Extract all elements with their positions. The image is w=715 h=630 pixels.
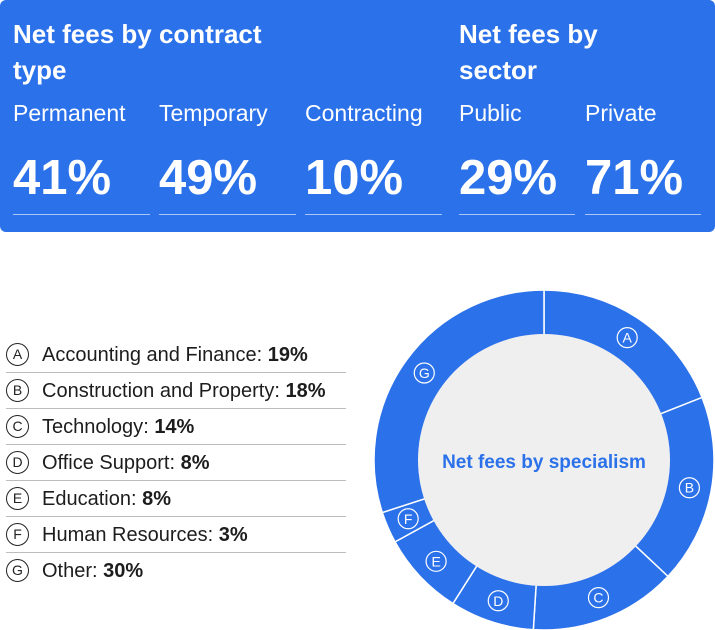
stat-value: 49% <box>159 151 258 205</box>
stat-value: 10% <box>305 151 404 205</box>
specialism-legend: A Accounting and Finance: 19% B Construc… <box>6 338 346 589</box>
legend-label: Construction and Property <box>42 380 275 402</box>
legend-label: Education <box>42 488 131 510</box>
legend-item: D Office Support: 8% <box>6 446 346 481</box>
slice-marker-ring <box>678 477 700 499</box>
legend-value: 30% <box>103 560 144 582</box>
slice-marker-ring <box>616 326 638 349</box>
slice-marker-label: D <box>493 593 503 609</box>
slice-marker-ring <box>425 550 447 572</box>
slice-marker-ring <box>587 587 610 609</box>
contract-type-title: Net fees by contract type <box>13 19 262 85</box>
donut-slice-markers: A B C D E F G <box>397 326 700 612</box>
stat-value: 29% <box>459 151 558 205</box>
legend-marker: A <box>6 343 29 366</box>
donut-center-label: Net fees by specialism <box>442 452 646 473</box>
specialism-donut-chart: A B C D E F G Net fees by specialism <box>374 290 714 630</box>
legend-item: F Human Resources: 3% <box>6 518 346 553</box>
stat-label: Public <box>459 100 522 126</box>
slice-marker-ring <box>413 362 435 384</box>
slice-marker-ring <box>487 590 509 612</box>
legend-label: Other <box>42 560 93 582</box>
legend-value: 19% <box>267 344 308 366</box>
legend-item: A Accounting and Finance: 19% <box>6 338 346 373</box>
legend-value: 8% <box>180 452 210 474</box>
legend-item: C Technology: 14% <box>6 410 346 445</box>
legend-value: 18% <box>285 380 326 402</box>
slice-marker-label: E <box>431 553 440 569</box>
legend-item: E Education: 8% <box>6 482 346 517</box>
legend-label: Human Resources <box>42 524 208 546</box>
legend-value: 14% <box>154 416 195 438</box>
stat-value: 41% <box>13 151 112 205</box>
stat-label: Contracting <box>305 100 423 126</box>
stat-public: Public 29% <box>459 96 575 215</box>
legend-item: G Other: 30% <box>6 554 346 588</box>
stat-temporary: Temporary 49% <box>159 96 296 215</box>
slice-marker-label: C <box>593 590 603 606</box>
legend-marker: F <box>6 523 29 546</box>
legend-marker: G <box>6 559 29 582</box>
slice-marker-label: F <box>404 511 413 527</box>
legend-value: 8% <box>142 488 171 510</box>
slice-marker-ring <box>397 508 419 530</box>
legend-label: Accounting and Finance <box>42 344 257 366</box>
stat-label: Permanent <box>13 100 126 126</box>
stat-label: Private <box>585 100 657 126</box>
legend-marker: E <box>6 487 29 510</box>
legend-label: Office Support <box>42 452 170 474</box>
stat-contracting: Contracting 10% <box>305 96 442 215</box>
donut-center <box>418 334 670 586</box>
stat-label: Temporary <box>159 100 268 126</box>
legend-marker: D <box>6 451 29 474</box>
legend-marker: C <box>6 415 29 438</box>
legend-marker: B <box>6 379 29 402</box>
slice-marker-label: B <box>685 480 694 496</box>
legend-label: Technology <box>42 416 144 438</box>
stat-permanent: Permanent 41% <box>13 96 150 215</box>
legend-item: B Construction and Property: 18% <box>6 374 346 409</box>
stat-private: Private 71% <box>585 96 701 215</box>
summary-panel: Net fees by contract type Net fees by se… <box>0 0 715 232</box>
slice-marker-label: A <box>623 330 633 346</box>
slice-marker-label: G <box>419 365 430 381</box>
sector-title: Net fees by sector <box>459 19 598 85</box>
legend-value: 3% <box>218 524 248 546</box>
stat-value: 71% <box>585 151 684 205</box>
